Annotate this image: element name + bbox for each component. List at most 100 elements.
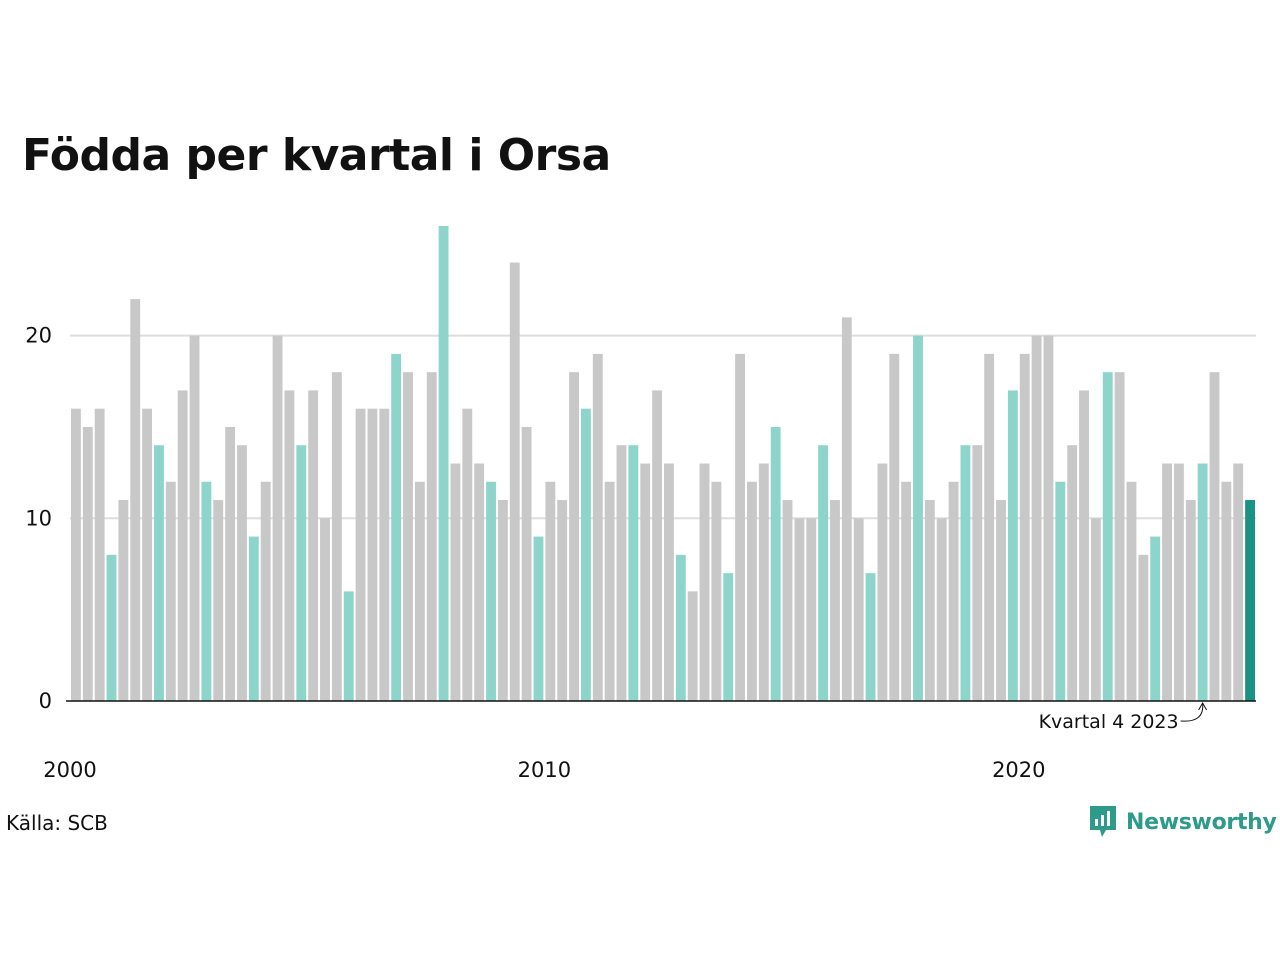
bar-2015-q1 (782, 500, 793, 701)
bar-2020-q3 (1043, 335, 1054, 701)
bar-2003-q3 (237, 445, 247, 701)
bar-2018-q3 (948, 481, 959, 701)
bar-2017-q3 (901, 481, 912, 701)
bar-2000-q3 (94, 408, 105, 701)
bar-2024-q1 (1209, 372, 1220, 701)
bar-2021-q2 (1079, 390, 1089, 701)
bar-2008-q3 (474, 463, 485, 701)
y-tick-label: 10 (25, 506, 52, 530)
annotation-arrowhead (1198, 701, 1208, 711)
bar-2011-q2 (604, 481, 615, 701)
bar-2000-q1 (71, 408, 81, 701)
bar-2009-q4 (533, 536, 544, 701)
bar-2008-q4 (486, 481, 496, 701)
source-note: Källa: SCB (6, 811, 108, 835)
x-tick-label: 2020 (992, 758, 1045, 782)
bar-2001-q1 (118, 500, 129, 701)
bar-2011-q1 (592, 353, 603, 701)
bar-2013-q4 (723, 573, 734, 701)
bar-2022-q2 (1126, 481, 1137, 701)
bar-2002-q3 (189, 335, 200, 701)
bar-2019-q2 (984, 353, 995, 701)
bar-2008-q2 (462, 408, 473, 701)
bar-2024-q4 (1245, 500, 1255, 701)
bar-2022-q1 (1114, 372, 1125, 701)
bar-2004-q2 (272, 335, 283, 701)
bar-2014-q4 (770, 426, 781, 701)
bar-2002-q1 (165, 481, 176, 701)
bar-2017-q1 (877, 463, 888, 701)
bar-2014-q3 (758, 463, 769, 701)
bar-2021-q3 (1090, 518, 1101, 701)
bar-2006-q3 (379, 408, 390, 701)
bar-2017-q4 (913, 335, 923, 701)
bar-2009-q3 (521, 426, 532, 701)
bar-2006-q2 (367, 408, 378, 701)
bar-2010-q4 (580, 408, 591, 701)
bar-2012-q3 (664, 463, 674, 701)
bar-2009-q1 (497, 500, 508, 701)
bar-2023-q4 (1197, 463, 1208, 701)
bar-2006-q1 (355, 408, 366, 701)
brand-logo: Newsworthy (1088, 804, 1277, 840)
bar-2018-q1 (924, 500, 935, 701)
bar-2023-q2 (1173, 463, 1184, 701)
bar-2007-q2 (414, 481, 425, 701)
bar-2023-q1 (1162, 463, 1172, 701)
bar-2001-q3 (142, 408, 153, 701)
bars (71, 226, 1255, 701)
bar-2020-q2 (1031, 335, 1042, 701)
bar-2002-q4 (201, 481, 212, 701)
bar-2003-q1 (213, 500, 224, 701)
bar-2015-q4 (818, 445, 829, 701)
bar-2013-q3 (711, 481, 722, 701)
bar-2013-q1 (687, 591, 698, 701)
brand-name: Newsworthy (1126, 809, 1277, 835)
bar-2022-q4 (1150, 536, 1161, 701)
bar-2022-q3 (1138, 554, 1149, 701)
bar-2006-q4 (391, 353, 402, 701)
bar-2019-q1 (972, 445, 983, 701)
bar-2007-q4 (438, 226, 449, 701)
bar-2014-q2 (747, 481, 757, 701)
bar-2016-q2 (841, 317, 852, 701)
bar-2015-q3 (806, 518, 817, 701)
bar-2000-q4 (106, 554, 117, 701)
bar-2000-q2 (82, 426, 93, 701)
gridlines (70, 334, 1256, 520)
bar-2020-q1 (1019, 353, 1030, 701)
bar-2005-q4 (343, 591, 354, 701)
bar-2024-q3 (1233, 463, 1244, 701)
bar-2005-q1 (308, 390, 319, 701)
bar-2012-q4 (675, 554, 686, 701)
bar-2012-q1 (640, 463, 651, 701)
bar-2010-q2 (557, 500, 568, 701)
bar-2024-q2 (1221, 481, 1232, 701)
bar-2013-q2 (699, 463, 710, 701)
bar-2016-q1 (830, 500, 840, 701)
bar-2004-q1 (260, 481, 271, 701)
bar-2010-q1 (545, 481, 556, 701)
bar-2019-q3 (996, 500, 1006, 701)
chart-title: Födda per kvartal i Orsa (22, 130, 611, 181)
y-tick-label: 0 (39, 689, 52, 713)
bar-2004-q4 (296, 445, 307, 701)
y-tick-label: 20 (25, 324, 52, 348)
bar-2020-q4 (1055, 481, 1066, 701)
bar-2003-q2 (225, 426, 236, 701)
bar-2009-q2 (509, 262, 520, 701)
annotation-label: Kvartal 4 2023 (1039, 711, 1179, 733)
bar-2007-q3 (426, 372, 437, 701)
bar-2003-q4 (248, 536, 259, 701)
x-tick-label: 2000 (43, 758, 96, 782)
bar-2016-q3 (853, 518, 864, 701)
y-tick-labels: 0 10 20 (25, 324, 52, 713)
bar-2014-q1 (735, 353, 746, 701)
bar-2021-q1 (1067, 445, 1078, 701)
bar-2018-q4 (960, 445, 971, 701)
bar-2002-q2 (177, 390, 188, 701)
x-tick-label: 2010 (518, 758, 571, 782)
bar-2023-q3 (1185, 500, 1196, 701)
bar-2012-q2 (652, 390, 662, 701)
